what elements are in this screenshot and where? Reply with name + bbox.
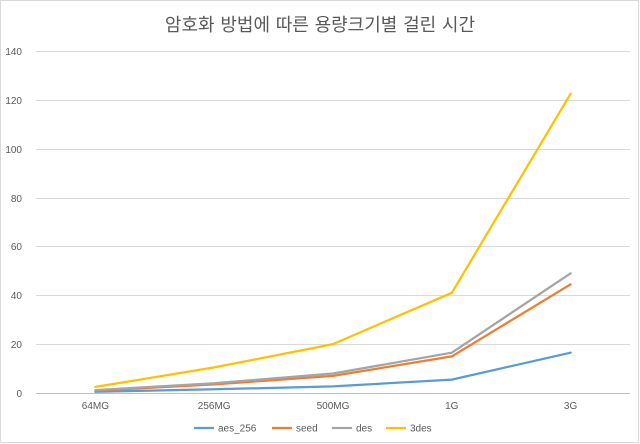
y-tick-label: 20 [11, 340, 23, 351]
y-tick-label: 120 [5, 96, 22, 107]
x-tick-label: 64MG [82, 401, 109, 412]
series-line-des [94, 272, 572, 392]
x-tick-label: 256MG [198, 401, 231, 412]
y-tick-label: 40 [11, 291, 23, 302]
legend-label-aes_256: aes_256 [218, 424, 257, 435]
series-line-3des [94, 92, 572, 389]
legend-label-3des: 3des [410, 424, 432, 435]
y-tick-label: 60 [11, 242, 23, 253]
y-tick-label: 140 [5, 47, 22, 58]
legend-label-des: des [356, 424, 372, 435]
y-tick-label: 0 [16, 389, 22, 400]
chart-title: 암호화 방법에 따른 용량크기별 걸린 시간 [164, 15, 476, 36]
x-axis: 64MG 256MG 500MG 1G 3G [82, 401, 578, 412]
series-lines [94, 92, 572, 393]
legend-label-seed: seed [296, 424, 318, 435]
x-tick-label: 500MG [317, 401, 350, 412]
x-tick-label: 3G [564, 401, 578, 412]
legend: aes_256 seed des 3des [194, 424, 432, 435]
y-axis: 0 20 40 60 80 100 120 140 [5, 47, 22, 400]
gridlines [36, 51, 630, 394]
x-tick-label: 1G [445, 401, 459, 412]
series-line-aes_256 [94, 351, 572, 393]
y-tick-label: 80 [11, 194, 23, 205]
y-tick-label: 100 [5, 145, 22, 156]
